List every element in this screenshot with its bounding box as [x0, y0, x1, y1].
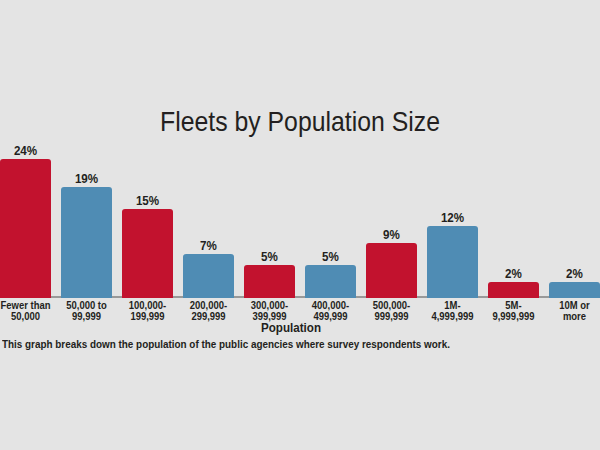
x-tick-label: 500,000-999,999: [362, 300, 421, 322]
bar: [244, 265, 295, 298]
bar: [549, 282, 600, 298]
x-tick-label: 100,000-199,999: [118, 300, 177, 322]
bar-value-label: 2%: [544, 266, 600, 281]
chart-title: Fleets by Population Size: [34, 106, 566, 138]
x-tick-label: 10M ormore: [545, 300, 600, 322]
x-axis-title: Population: [248, 320, 334, 335]
bar: [305, 265, 356, 298]
bar: [488, 282, 539, 298]
bar-value-label: 15%: [117, 193, 178, 208]
bar-value-label: 2%: [483, 266, 544, 281]
x-tick-label: Fewer than50,000: [0, 300, 55, 322]
x-tick-label: 300,000-399,999: [240, 300, 299, 322]
x-tick-label: 400,000-499,999: [301, 300, 360, 322]
bar: [61, 187, 112, 298]
bar-value-label: 7%: [178, 238, 239, 253]
bar-value-label: 9%: [361, 227, 422, 242]
bar: [366, 243, 417, 298]
x-tick-label: 200,000-299,999: [179, 300, 238, 322]
bar-value-label: 19%: [56, 171, 117, 186]
bar-value-label: 24%: [0, 143, 56, 158]
bar: [427, 226, 478, 298]
chart-caption: This graph breaks down the population of…: [2, 338, 450, 350]
bar: [183, 254, 234, 298]
x-tick-label: 5M-9,999,999: [484, 300, 543, 322]
bar: [122, 209, 173, 298]
bar-value-label: 5%: [239, 249, 300, 264]
bar: [0, 159, 51, 298]
bar-value-label: 5%: [300, 249, 361, 264]
bar-value-label: 12%: [422, 210, 483, 225]
chart-panel: Fleets by Population Size 24% Fewer than5…: [0, 0, 600, 450]
x-tick-label: 1M-4,999,999: [423, 300, 482, 322]
x-tick-label: 50,000 to99,999: [57, 300, 116, 322]
